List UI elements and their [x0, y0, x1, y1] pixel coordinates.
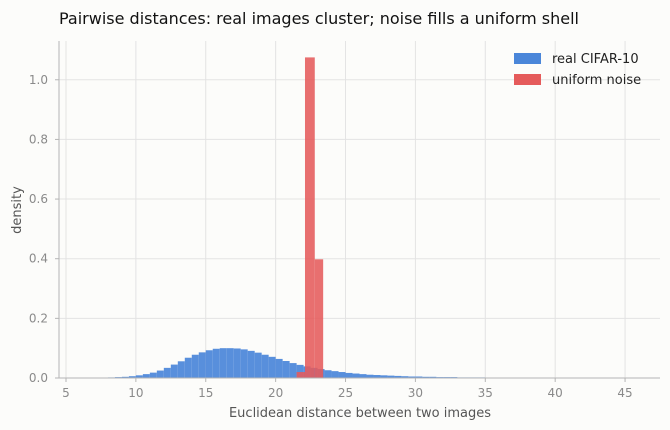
bar-real-cifar10 [373, 375, 381, 378]
bar-real-cifar10 [401, 376, 409, 378]
bar-real-cifar10 [366, 374, 374, 378]
bar-real-cifar10 [275, 358, 283, 378]
bar-real-cifar10 [359, 374, 367, 378]
bar-real-cifar10 [268, 356, 276, 378]
bar-real-cifar10 [121, 376, 129, 378]
axes [55, 41, 660, 382]
bar-real-cifar10 [191, 354, 199, 378]
bar-real-cifar10 [177, 361, 185, 378]
bar-real-cifar10 [233, 348, 241, 378]
bar-real-cifar10 [429, 376, 437, 378]
bar-real-cifar10 [408, 376, 416, 378]
bar-real-cifar10 [345, 372, 353, 378]
bar-real-cifar10 [394, 375, 402, 378]
y-tick-label: 0.4 [29, 252, 48, 266]
bar-real-cifar10 [128, 376, 136, 378]
bar-uniform-noise [314, 259, 324, 378]
bar-uniform-noise [304, 57, 315, 379]
bar-real-cifar10 [156, 370, 164, 378]
y-axis-label: density [10, 186, 25, 234]
x-tick-label: 45 [617, 386, 632, 400]
bar-real-cifar10 [198, 352, 206, 378]
grid-lines [59, 41, 660, 379]
bar-real-cifar10 [142, 374, 150, 378]
bars [107, 57, 493, 379]
bar-real-cifar10 [240, 349, 248, 378]
x-tick-label: 20 [268, 386, 283, 400]
bar-real-cifar10 [163, 367, 171, 378]
bar-real-cifar10 [170, 364, 178, 378]
tick-labels: 5 10 15 20 25 30 35 40 45 0.0 0.2 0.4 0.6 0.8 1.0 [29, 73, 633, 400]
x-tick-label: 5 [62, 386, 70, 400]
bar-real-cifar10 [212, 348, 220, 378]
x-tick-label: 30 [408, 386, 423, 400]
bar-real-cifar10 [226, 348, 234, 378]
x-tick-label: 40 [548, 386, 563, 400]
bar-real-cifar10 [331, 371, 339, 378]
bar-real-cifar10 [282, 361, 290, 378]
bar-real-cifar10 [338, 372, 346, 378]
legend-swatch [514, 74, 541, 85]
x-tick-label: 15 [198, 386, 213, 400]
bar-real-cifar10 [205, 350, 213, 378]
bar-real-cifar10 [380, 375, 388, 378]
bar-real-cifar10 [254, 352, 262, 378]
legend-swatch [514, 53, 541, 64]
chart-title: Pairwise distances: real images cluster;… [59, 9, 579, 28]
legend-entry: uniform noise [552, 73, 641, 88]
x-tick-label: 10 [128, 386, 143, 400]
bar-real-cifar10 [135, 375, 143, 378]
bar-real-cifar10 [352, 373, 360, 378]
legend: real CIFAR-10 uniform noise [514, 52, 641, 88]
y-tick-label: 1.0 [29, 73, 48, 87]
x-tick-label: 25 [338, 386, 353, 400]
bar-real-cifar10 [387, 375, 395, 378]
bar-real-cifar10 [422, 376, 430, 378]
x-tick-label: 35 [478, 386, 493, 400]
bar-real-cifar10 [415, 376, 423, 378]
bar-real-cifar10 [219, 348, 227, 378]
legend-entry: real CIFAR-10 [552, 52, 639, 67]
y-tick-label: 0.0 [29, 371, 48, 385]
bar-real-cifar10 [324, 370, 332, 378]
bar-real-cifar10 [261, 354, 269, 378]
bar-real-cifar10 [184, 357, 192, 378]
bar-real-cifar10 [149, 372, 157, 378]
bar-real-cifar10 [289, 363, 297, 378]
y-tick-label: 0.8 [29, 132, 48, 146]
bar-uniform-noise [296, 372, 305, 378]
y-tick-label: 0.6 [29, 192, 48, 206]
y-tick-label: 0.2 [29, 311, 48, 325]
x-axis-label: Euclidean distance between two images [229, 406, 491, 421]
bar-real-cifar10 [296, 364, 304, 378]
bar-real-cifar10 [247, 350, 255, 378]
